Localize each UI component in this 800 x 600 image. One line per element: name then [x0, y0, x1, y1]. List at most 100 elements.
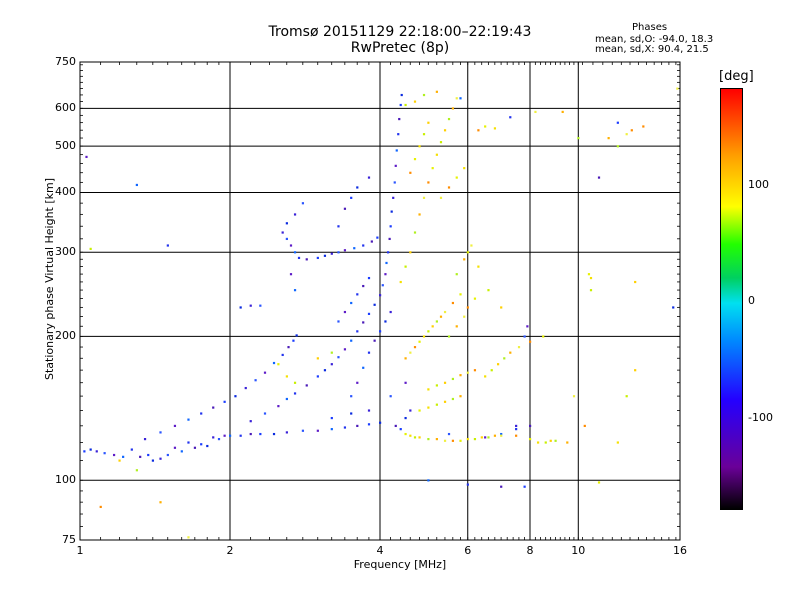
o-mode-point	[285, 237, 288, 241]
x-mode-point	[427, 406, 430, 409]
o-mode-point	[289, 244, 293, 247]
o-mode-point	[370, 240, 373, 243]
o-mode-point	[130, 448, 133, 451]
o-mode-point	[353, 247, 356, 250]
o-mode-point	[180, 450, 183, 453]
o-mode-point	[239, 434, 242, 437]
chart-subtitle: RwPretec (8p)	[350, 40, 450, 56]
x-mode-point	[443, 310, 447, 314]
x-mode-point	[409, 171, 412, 174]
x-mode-point	[99, 505, 102, 509]
x-mode-point	[418, 340, 421, 343]
o-mode-point	[362, 366, 365, 369]
y-tick-label: 500	[55, 139, 76, 153]
x-mode-point	[634, 369, 637, 372]
o-mode-point	[139, 455, 142, 458]
o-mode-point	[597, 176, 601, 179]
x-mode-point	[676, 87, 679, 90]
o-mode-point	[616, 121, 619, 124]
o-mode-point	[285, 431, 288, 434]
x-mode-point	[422, 335, 426, 338]
o-mode-point	[229, 434, 232, 437]
x-mode-point	[435, 403, 438, 406]
o-mode-point	[509, 116, 512, 119]
x-mode-point	[409, 351, 412, 354]
o-mode-point	[381, 284, 384, 287]
o-mode-point	[356, 330, 359, 333]
o-mode-point	[379, 421, 382, 424]
o-mode-point	[447, 432, 451, 436]
o-mode-point	[305, 258, 308, 261]
phase-colorbar	[720, 88, 743, 510]
o-mode-point	[151, 459, 155, 462]
x-mode-point	[285, 375, 288, 378]
o-mode-point	[404, 381, 407, 384]
o-mode-point	[259, 432, 262, 436]
x-mode-point	[597, 481, 601, 484]
o-mode-point	[95, 450, 98, 453]
x-mode-point	[404, 357, 407, 360]
o-mode-point	[362, 284, 365, 288]
x-mode-point	[583, 424, 586, 428]
x-mode-point	[544, 441, 547, 444]
x-tick-label: 10	[571, 544, 586, 557]
o-mode-point	[350, 301, 353, 305]
o-mode-point	[301, 429, 305, 432]
o-mode-point	[147, 453, 150, 457]
x-mode-point	[187, 536, 190, 539]
x-mode-point	[493, 434, 497, 437]
x-mode-point	[277, 363, 280, 366]
o-mode-point	[259, 304, 262, 307]
x-mode-point	[413, 100, 417, 103]
o-mode-point	[293, 289, 297, 292]
x-mode-point	[542, 335, 545, 338]
o-mode-point	[373, 303, 376, 306]
o-mode-point	[89, 448, 92, 451]
o-mode-point	[373, 339, 376, 342]
o-mode-point	[350, 412, 353, 415]
x-mode-point	[451, 107, 455, 110]
x-mode-point	[443, 381, 447, 384]
x-mode-point	[435, 153, 438, 156]
x-tick-label: 1	[76, 544, 84, 557]
x-mode-point	[484, 125, 487, 128]
o-mode-point	[293, 392, 297, 395]
o-mode-point	[316, 429, 319, 432]
o-mode-point	[272, 361, 276, 365]
o-mode-point	[500, 485, 503, 488]
x-axis-label: Frequency [MHz]	[353, 558, 447, 571]
o-mode-point	[244, 386, 247, 390]
x-mode-point	[427, 388, 430, 391]
o-mode-point	[217, 437, 221, 441]
phase-stats-o: mean, sd,O: -94.0, 18.3	[595, 34, 714, 45]
x-mode-point	[293, 381, 297, 384]
o-mode-point	[297, 256, 301, 260]
x-mode-point	[443, 129, 447, 132]
x-mode-point	[443, 439, 447, 442]
o-mode-point	[400, 93, 403, 97]
o-mode-point	[379, 330, 382, 333]
o-mode-point	[529, 424, 532, 428]
o-mode-point	[287, 346, 290, 349]
x-mode-point	[422, 196, 426, 199]
o-mode-point	[173, 424, 177, 428]
y-tick-label: 400	[55, 185, 76, 199]
o-mode-point	[193, 446, 197, 449]
x-mode-point	[413, 158, 417, 161]
x-mode-point	[418, 145, 421, 148]
x-mode-point	[607, 137, 610, 140]
x-mode-point	[487, 289, 490, 292]
o-mode-point	[223, 400, 226, 403]
colorbar-tick-minus100: -100	[748, 411, 773, 424]
o-mode-point	[350, 395, 353, 398]
o-mode-point	[295, 334, 298, 337]
x-mode-point	[529, 437, 532, 441]
x-mode-point	[625, 395, 628, 398]
o-mode-point	[398, 117, 401, 121]
o-mode-point	[305, 384, 308, 387]
x-mode-point	[466, 371, 469, 374]
x-mode-point	[435, 384, 438, 387]
o-mode-point	[526, 325, 529, 328]
x-tick-label: 6	[464, 544, 472, 557]
x-mode-point	[589, 276, 593, 280]
